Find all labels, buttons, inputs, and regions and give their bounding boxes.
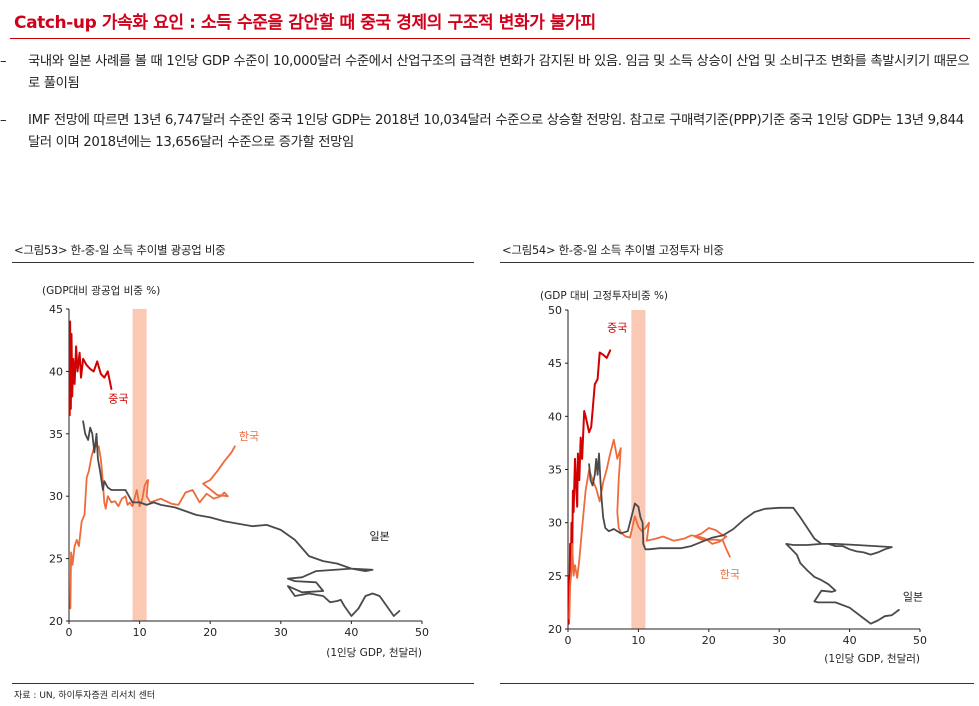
page-title: Catch-up 가속화 요인 : 소득 수준을 감안할 때 중국 경제의 구조… (14, 13, 596, 33)
series-label-china: 중국 (108, 393, 128, 406)
bullet-2: – IMF 전망에 따르면 13년 6,747달러 수준인 중국 1인당 GDP는… (0, 110, 972, 154)
x-axis-label: (1인당 GDP, 천달러) (326, 647, 422, 659)
series-label-china: 중국 (607, 321, 627, 334)
chart1-caption-rule (12, 262, 474, 263)
y-tick-label: 40 (548, 410, 562, 423)
chart-mining-share: 20 25 30 35 40 45 0 10 20 30 40 50 (GDP대비 광공업 비중 %) (… (42, 284, 429, 659)
y-tick-label: 40 (49, 365, 63, 378)
series-line-korea (568, 438, 731, 620)
bullet-2-text: IMF 전망에 따르면 13년 6,747달러 수준인 중국 1인당 GDP는 … (28, 113, 964, 150)
x-axis-label: (1인당 GDP, 천달러) (824, 653, 920, 665)
x-tick-label: 20 (702, 634, 716, 647)
chart2-bottom-rule (500, 683, 974, 684)
bullet-dash: – (0, 54, 7, 69)
y-tick-label: 50 (548, 304, 562, 317)
chart2-caption-rule (500, 262, 974, 263)
chart1-bottom-rule (12, 683, 474, 684)
x-tick-label: 30 (772, 634, 786, 647)
series-line-china (68, 320, 113, 417)
x-tick-label: 10 (133, 626, 147, 639)
series-label-korea: 한국 (720, 568, 740, 581)
y-tick-label: 25 (548, 570, 562, 583)
y-tick-label: 20 (548, 623, 562, 636)
chart2-caption: <그림54> 한-중-일 소득 추이별 고정투자 비중 (502, 243, 724, 257)
x-tick-label: 40 (344, 626, 358, 639)
series-label-korea: 한국 (239, 430, 259, 443)
series-line-korea (69, 445, 236, 610)
y-tick-label: 35 (49, 428, 63, 441)
bullet-dash: – (0, 113, 7, 128)
y-tick-label: 25 (49, 553, 63, 566)
highlight-band (631, 310, 646, 629)
chart1-caption: <그림53> 한-중-일 소득 추이별 광공업 비중 (14, 243, 226, 257)
title-divider (10, 38, 970, 39)
series-line-japan (588, 452, 900, 625)
series-label-japan: 일본 (903, 589, 923, 603)
y-tick-label: 30 (548, 517, 562, 530)
x-tick-label: 0 (66, 626, 73, 639)
x-tick-label: 0 (565, 634, 572, 647)
chart-investment-share: 20 25 30 35 40 45 50 0 10 20 30 40 50 (GDP 대비 고정투자비중 … (540, 290, 927, 665)
series-line-japan (82, 420, 401, 617)
y-tick-label: 45 (49, 303, 63, 316)
x-tick-label: 20 (203, 626, 217, 639)
x-tick-label: 50 (913, 634, 927, 647)
highlight-band (132, 309, 147, 621)
bullet-1: – 국내와 일본 사례를 볼 때 1인당 GDP 수준이 10,000달러 수준에… (0, 51, 972, 95)
y-tick-label: 20 (49, 615, 63, 628)
series-label-japan: 일본 (370, 529, 390, 543)
x-tick-label: 30 (274, 626, 288, 639)
x-tick-label: 10 (631, 634, 645, 647)
x-tick-label: 40 (843, 634, 857, 647)
x-tick-label: 50 (415, 626, 429, 639)
source-note: 자료 : UN, 하이투자증권 리서치 센터 (14, 691, 156, 701)
y-tick-label: 45 (548, 357, 562, 370)
y-tick-label: 30 (49, 490, 63, 503)
bullet-1-text: 국내와 일본 사례를 볼 때 1인당 GDP 수준이 10,000달러 수준에서… (28, 54, 970, 91)
y-axis-label: (GDP대비 광공업 비중 %) (42, 284, 160, 297)
series-line-china (567, 349, 612, 625)
y-axis-label: (GDP 대비 고정투자비중 %) (540, 290, 668, 302)
y-tick-label: 35 (548, 464, 562, 477)
